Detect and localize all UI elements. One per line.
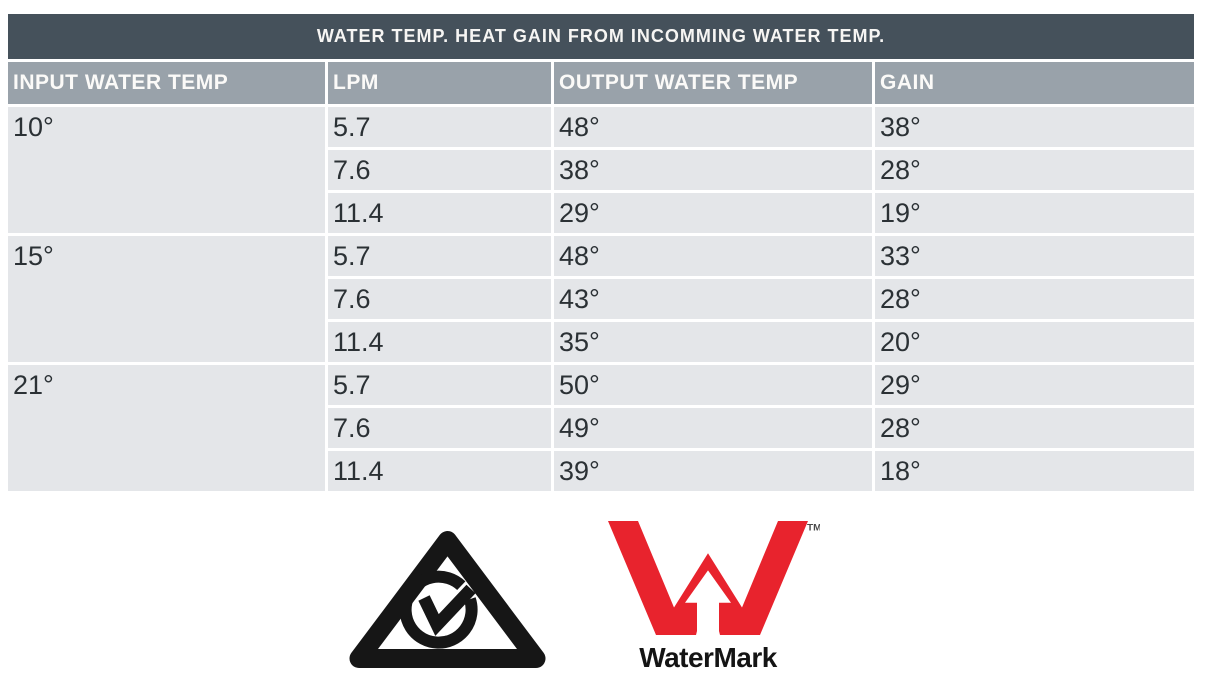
table-row: 10° 5.7 48° 38°	[8, 107, 1195, 233]
lpm-cell: 11.4	[328, 193, 551, 233]
col-header-lpm: LPM	[328, 62, 551, 104]
gain-cell: 19°	[875, 193, 1195, 233]
gain-cell: 33°	[875, 236, 1195, 276]
table-row: 7.6 43° 28°	[8, 279, 1195, 319]
lpm-cell: 5.7	[328, 236, 551, 276]
output-temp-cell: 35°	[554, 322, 872, 362]
lpm-cell: 7.6	[328, 150, 551, 190]
gain-cell: 28°	[875, 150, 1195, 190]
rcm-checkmark	[418, 584, 476, 636]
table-row: 11.4 29° 19°	[8, 193, 1195, 233]
lpm-cell: 11.4	[328, 451, 551, 491]
output-temp-cell: 29°	[554, 193, 872, 233]
lpm-cell: 5.7	[328, 365, 551, 405]
table-row: 15° 5.7 48° 33°	[8, 236, 1195, 362]
gain-cell: 28°	[875, 279, 1195, 319]
table-row: 11.4 35° 20°	[8, 322, 1195, 362]
rcm-circle	[399, 570, 478, 649]
watermark-icon: TM	[608, 521, 820, 635]
table-row: 11.4 39° 18°	[8, 451, 1195, 491]
output-temp-cell: 49°	[554, 408, 872, 448]
output-temp-cell: 38°	[554, 150, 872, 190]
output-temp-cell: 43°	[554, 279, 872, 319]
table-row: 7.6 49° 28°	[8, 408, 1195, 448]
lpm-cell: 5.7	[328, 107, 551, 147]
output-temp-cell: 48°	[554, 107, 872, 147]
output-temp-cell: 48°	[554, 236, 872, 276]
output-temp-cell: 50°	[554, 365, 872, 405]
lpm-cell: 7.6	[328, 279, 551, 319]
trademark-symbol: TM	[807, 523, 820, 534]
col-header-input-water-temp: INPUT WATER TEMP	[8, 62, 325, 104]
col-header-gain: GAIN	[875, 62, 1195, 104]
input-temp-cell: 10°	[8, 107, 325, 233]
table-row: 7.6 38° 28°	[8, 150, 1195, 190]
output-temp-cell: 39°	[554, 451, 872, 491]
gain-cell: 38°	[875, 107, 1195, 147]
gain-cell: 20°	[875, 322, 1195, 362]
gain-cell: 28°	[875, 408, 1195, 448]
col-header-output-water-temp: OUTPUT WATER TEMP	[554, 62, 872, 104]
table-row: 21° 5.7 50° 29°	[8, 365, 1195, 491]
watermark-label: WaterMark	[639, 642, 777, 673]
input-temp-cell: 21°	[8, 365, 325, 491]
table-title: WATER TEMP. HEAT GAIN FROM INCOMMING WAT…	[8, 14, 1195, 59]
input-temp-cell: 15°	[8, 236, 325, 362]
gain-cell: 29°	[875, 365, 1195, 405]
regulatory-compliance-mark-icon	[349, 531, 546, 668]
watermark-arrow-cutout	[685, 570, 731, 635]
gain-cell: 18°	[875, 451, 1195, 491]
lpm-cell: 7.6	[328, 408, 551, 448]
water-temp-gain-table: WATER TEMP. HEAT GAIN FROM INCOMMING WAT…	[5, 11, 1197, 494]
lpm-cell: 11.4	[328, 322, 551, 362]
